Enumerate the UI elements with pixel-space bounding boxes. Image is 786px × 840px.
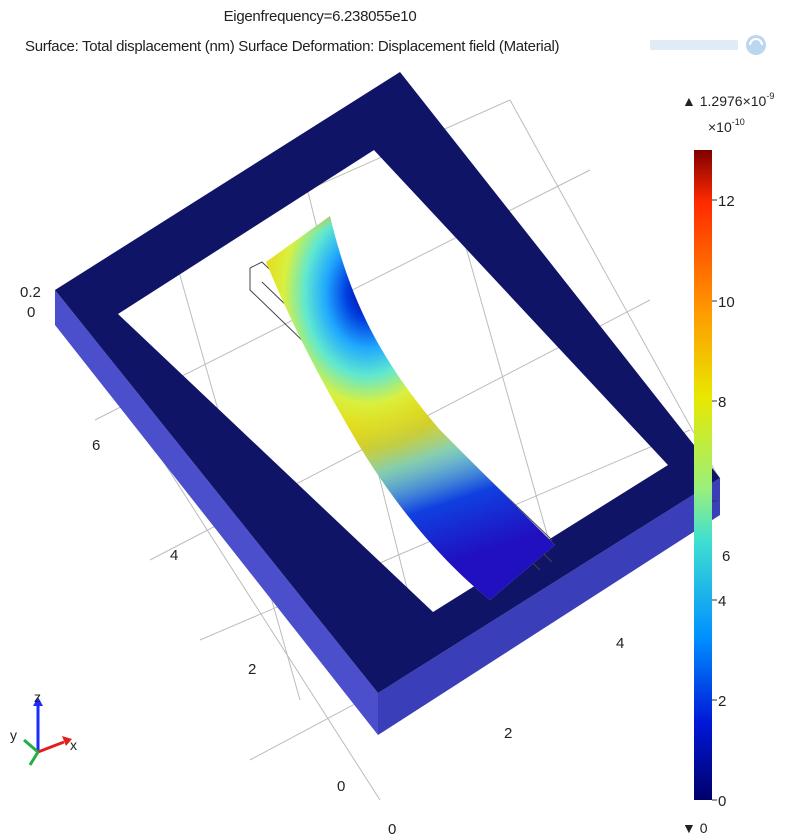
triad-x-label: x (70, 737, 77, 753)
watermark-logo-icon (650, 35, 766, 55)
x-tick-label: 2 (504, 725, 512, 742)
colorbar-tick-label: 0 (718, 793, 726, 810)
y-tick-label: 6 (92, 437, 100, 454)
colorbar-tick-label: 12 (718, 193, 735, 210)
y-tick-label: 4 (170, 547, 178, 564)
z-tick-label: 0.2 (20, 284, 41, 301)
colorbar-ticks (712, 199, 717, 801)
x-tick-label: 0 (388, 821, 396, 838)
y-tick-label: 0 (337, 778, 345, 795)
colorbar-min-label: ▼ 0 (682, 820, 708, 836)
triad-z-label: z (34, 689, 41, 705)
frame-front-side (55, 290, 378, 735)
axis-triad[interactable]: z x y (10, 689, 77, 766)
y-tick-label: 2 (248, 661, 256, 678)
plot-title-eigenfrequency: Eigenfrequency=6.238055e10 (223, 8, 417, 25)
colorbar-tick-label: 8 (718, 394, 726, 411)
colorbar-tick-label: 10 (718, 294, 735, 311)
colorbar-tick-label: 4 (718, 593, 726, 610)
x-tick-label: 4 (616, 635, 624, 652)
colorbar-tick-label: 6 (722, 548, 730, 565)
colorbar-tick-label: 2 (718, 693, 726, 710)
frame-top-face (55, 72, 720, 693)
plot-subtitle-expressions: Surface: Total displacement (nm) Surface… (25, 38, 560, 55)
colorbar-scale-label: ×10-10 (708, 117, 745, 135)
colorbar-gradient (694, 150, 712, 800)
frame-right-side (378, 478, 720, 735)
z-tick-label: 0 (27, 304, 35, 321)
triad-y-label: y (10, 727, 17, 743)
colorbar-max-label: ▲ 1.2976×10-9 (682, 91, 774, 109)
deformed-beam-shading (266, 216, 555, 600)
